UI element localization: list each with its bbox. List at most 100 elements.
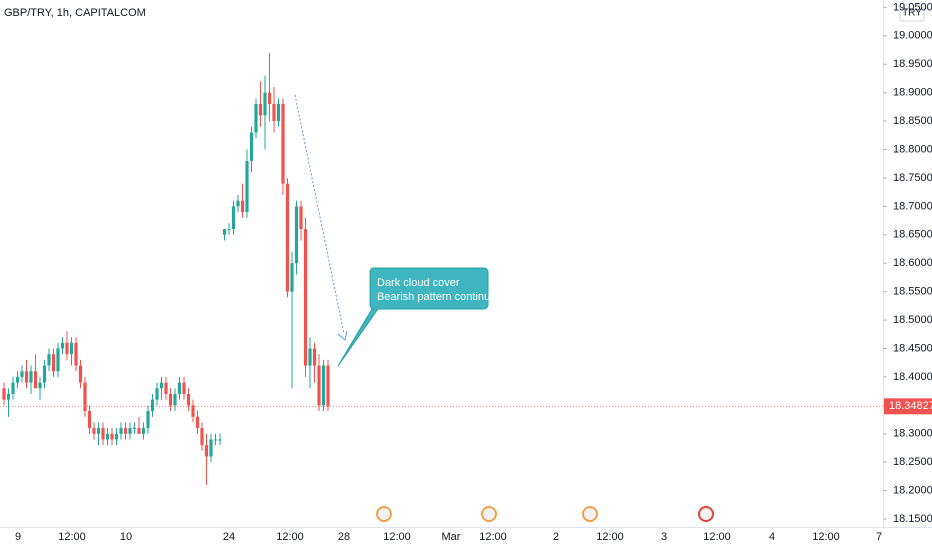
candle-body bbox=[114, 433, 119, 440]
x-tick-label: 12:00 bbox=[596, 531, 624, 543]
candle-body bbox=[222, 229, 227, 235]
y-tick-label: 18.55000 bbox=[893, 286, 932, 298]
candle-body bbox=[308, 348, 312, 366]
candle-body bbox=[326, 365, 330, 407]
candle-body bbox=[290, 263, 294, 292]
y-tick-label: 19.05000 bbox=[893, 1, 932, 13]
candle-body bbox=[38, 382, 42, 389]
candle-body bbox=[177, 382, 182, 394]
candle-body bbox=[200, 428, 204, 446]
candle-body bbox=[231, 206, 236, 230]
candle-body bbox=[285, 183, 290, 292]
x-tick-label: 12:00 bbox=[383, 531, 411, 543]
candle-body bbox=[141, 428, 146, 434]
callout-line: Bearish pattern continues bbox=[377, 291, 502, 303]
candle-body bbox=[105, 433, 110, 440]
event-icon[interactable] bbox=[698, 506, 714, 522]
x-tick-label: 4 bbox=[769, 531, 775, 543]
candle-body bbox=[240, 200, 245, 213]
y-tick-label: 18.20000 bbox=[893, 485, 932, 497]
x-tick-label: 7 bbox=[876, 531, 882, 543]
x-tick-label: 12:00 bbox=[479, 531, 507, 543]
candle-body bbox=[51, 354, 56, 372]
y-tick-label: 18.45000 bbox=[893, 342, 932, 354]
y-tick-label: 18.40000 bbox=[893, 371, 932, 383]
event-icon[interactable] bbox=[376, 506, 392, 522]
candle-body bbox=[227, 229, 231, 231]
candle-body bbox=[281, 104, 285, 184]
currency-label: TRY bbox=[902, 8, 922, 19]
candle-body bbox=[213, 439, 218, 441]
callout-line: Dark cloud cover bbox=[377, 277, 460, 289]
candle-body bbox=[258, 104, 263, 116]
candle-body bbox=[123, 428, 128, 434]
y-tick-label: 18.95000 bbox=[893, 58, 932, 70]
y-tick-label: 18.80000 bbox=[893, 143, 932, 155]
chart-title: GBP/TRY, 1h, CAPITALCOM bbox=[4, 7, 146, 19]
last-price-label: 18.34827 bbox=[889, 400, 932, 412]
candle-body bbox=[65, 342, 69, 355]
y-tick-label: 18.75000 bbox=[893, 172, 932, 184]
candle-body bbox=[195, 416, 200, 429]
currency-badge[interactable] bbox=[899, 3, 925, 22]
y-tick-label: 18.15000 bbox=[893, 513, 932, 525]
candle-body bbox=[303, 229, 308, 366]
candle-body bbox=[83, 382, 87, 412]
x-tick-label: 12:00 bbox=[58, 531, 86, 543]
event-icon[interactable] bbox=[582, 506, 598, 522]
candle-body bbox=[146, 411, 150, 429]
candle-body bbox=[6, 393, 11, 400]
x-tick-label: 24 bbox=[223, 531, 235, 543]
callout-box bbox=[337, 267, 489, 367]
candle-body bbox=[218, 439, 222, 441]
y-tick-label: 18.65000 bbox=[893, 229, 932, 241]
candle-body bbox=[42, 365, 47, 383]
last-price-tag bbox=[884, 398, 932, 415]
candle-body bbox=[60, 342, 65, 349]
candle-body bbox=[15, 376, 20, 383]
candles bbox=[2, 52, 330, 485]
candle-body bbox=[119, 428, 123, 434]
event-icons bbox=[376, 506, 714, 522]
event-icon[interactable] bbox=[481, 506, 497, 522]
candle-body bbox=[182, 382, 186, 394]
candle-body bbox=[204, 445, 209, 457]
candle-body bbox=[137, 428, 141, 434]
x-tick-label: 9 bbox=[15, 531, 21, 543]
candle-body bbox=[78, 365, 83, 383]
candle-body bbox=[132, 428, 137, 430]
candle-body bbox=[164, 382, 168, 394]
candle-body bbox=[245, 160, 249, 213]
trend-arrow bbox=[294, 94, 345, 335]
x-tick-label: 12:00 bbox=[703, 531, 731, 543]
candle-body bbox=[24, 371, 29, 383]
y-tick-label: 18.70000 bbox=[893, 200, 932, 212]
candle-body bbox=[92, 428, 96, 434]
candle-body bbox=[317, 365, 321, 406]
candle-body bbox=[186, 393, 191, 406]
trend-arrow-head bbox=[337, 330, 348, 341]
y-tick-label: 18.60000 bbox=[893, 257, 932, 269]
candle-body bbox=[110, 433, 114, 440]
candle-body bbox=[33, 371, 38, 389]
candle-body bbox=[267, 92, 272, 105]
candle-body bbox=[128, 428, 132, 434]
candle-body bbox=[312, 348, 317, 366]
candle-body bbox=[299, 206, 303, 230]
candle-body bbox=[276, 104, 281, 122]
x-tick-label: 2 bbox=[553, 531, 559, 543]
candle-body bbox=[168, 393, 173, 406]
x-tick-label: 10 bbox=[120, 531, 132, 543]
candle-body bbox=[20, 371, 24, 377]
y-tick-label: 18.50000 bbox=[893, 314, 932, 326]
candle-body bbox=[191, 405, 195, 417]
y-tick-label: 18.30000 bbox=[893, 428, 932, 440]
x-tick-label: 3 bbox=[661, 531, 667, 543]
candle-body bbox=[173, 393, 177, 406]
candle-body bbox=[272, 104, 276, 122]
candle-body bbox=[321, 365, 326, 406]
candle-body bbox=[254, 104, 258, 133]
candle-body bbox=[2, 388, 6, 400]
